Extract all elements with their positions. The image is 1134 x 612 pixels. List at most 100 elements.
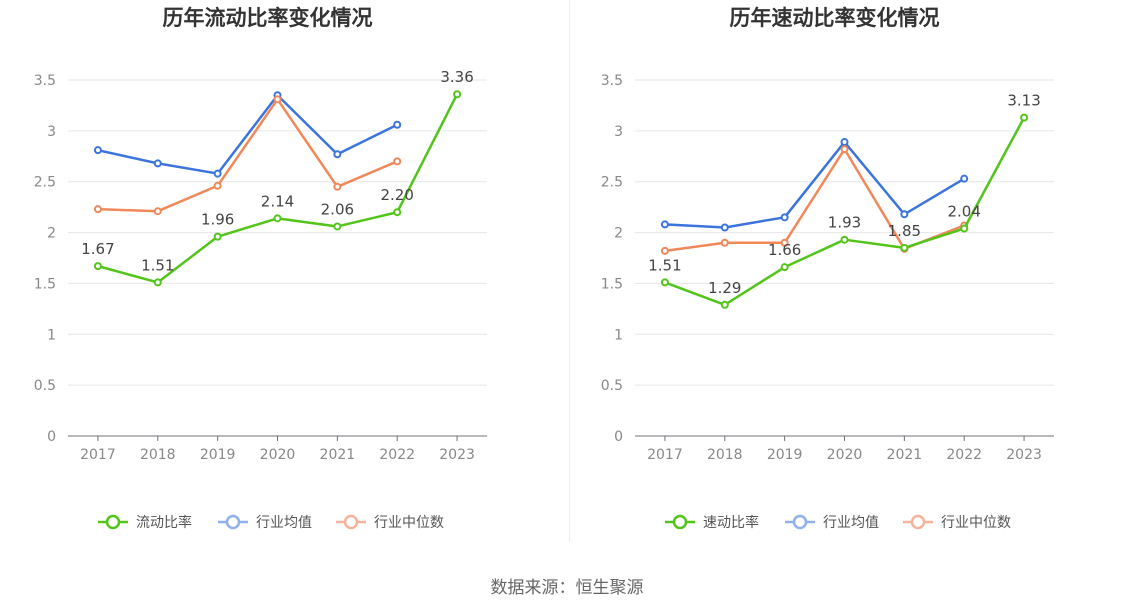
legend-item[interactable]: 速动比率 [665, 514, 759, 531]
y-tick-label: 2.5 [34, 175, 56, 191]
data-point [660, 220, 669, 229]
data-point [153, 159, 162, 168]
x-tick-label: 2020 [260, 447, 296, 463]
x-tick-label: 2019 [200, 447, 236, 463]
data-point [840, 138, 849, 147]
data-point [93, 146, 102, 155]
data-point [900, 210, 909, 219]
data-point [840, 145, 849, 154]
data-label: 2.20 [381, 186, 414, 204]
data-label: 1.66 [768, 241, 801, 259]
chart-title: 历年速动比率变化情况 [730, 6, 940, 30]
y-tick-label: 3.5 [601, 73, 623, 89]
data-label: 1.96 [201, 211, 234, 229]
y-tick-label: 1.5 [34, 276, 56, 292]
data-point [393, 120, 402, 129]
data-label: 1.51 [141, 256, 174, 274]
x-tick-label: 2022 [379, 447, 415, 463]
data-source-text: 数据来源：恒生聚源 [490, 578, 644, 598]
data-point [213, 169, 222, 178]
data-label: 2.14 [261, 192, 294, 210]
y-tick-label: 2 [47, 226, 56, 242]
data-point [93, 205, 102, 214]
legend-marker [910, 514, 926, 530]
legend-marker [792, 514, 808, 530]
chart-title: 历年流动比率变化情况 [163, 6, 373, 30]
x-tick-label: 2023 [439, 447, 475, 463]
data-point [153, 278, 162, 287]
data-label: 1.85 [888, 222, 921, 240]
current-ratio-chart-svg: 历年流动比率变化情况 0 0.5 1 1.5 2 2.5 3 3.5 2017 2018 2019 20… [34, 6, 487, 531]
data-point [273, 214, 282, 223]
data-point [960, 174, 969, 183]
legend-marker [343, 514, 359, 530]
data-point [93, 262, 102, 271]
legend-marker [225, 514, 241, 530]
legend-label: 速动比率 [703, 514, 759, 531]
y-tick-label: 0 [614, 429, 623, 445]
x-tick-label: 2021 [320, 447, 356, 463]
legend-label: 行业中位数 [374, 515, 444, 531]
y-tick-label: 1 [47, 327, 56, 343]
data-label: 3.36 [440, 68, 473, 86]
x-tick-label: 2021 [887, 447, 923, 463]
y-tick-label: 1.5 [601, 276, 623, 292]
series-line-industry-mean [97, 94, 398, 175]
legend-item[interactable]: 行业中位数 [903, 514, 1011, 531]
data-point [720, 300, 729, 309]
data-label: 1.93 [828, 214, 861, 232]
data-point [900, 243, 909, 252]
data-point [780, 213, 789, 222]
legend-item[interactable]: 行业均值 [785, 514, 879, 531]
legend-label: 行业均值 [256, 515, 312, 531]
x-tick-label: 2019 [767, 447, 803, 463]
y-tick-label: 3 [47, 124, 56, 140]
x-tick-label: 2022 [946, 447, 982, 463]
legend-marker [105, 514, 121, 530]
data-point [453, 90, 462, 99]
y-tick-label: 2.5 [601, 175, 623, 191]
data-label: 1.67 [81, 240, 114, 258]
data-label: 2.04 [948, 203, 981, 221]
legend-label: 流动比率 [136, 514, 192, 531]
y-tick-label: 0 [47, 429, 56, 445]
y-tick-label: 1 [614, 327, 623, 343]
data-point [660, 246, 669, 255]
data-point [720, 238, 729, 247]
data-label: 3.13 [1007, 92, 1040, 110]
data-point [660, 278, 669, 287]
y-tick-label: 0.5 [601, 378, 623, 394]
data-label: 1.51 [648, 256, 681, 274]
legend-item[interactable]: 流动比率 [98, 514, 192, 531]
y-tick-label: 3.5 [34, 73, 56, 89]
data-point [153, 207, 162, 216]
data-point [333, 182, 342, 191]
data-point [273, 95, 282, 104]
x-tick-label: 2017 [647, 447, 683, 463]
legend-label: 行业中位数 [941, 515, 1011, 531]
panel-divider [569, 0, 570, 542]
data-point [393, 208, 402, 217]
data-point [393, 157, 402, 166]
current-ratio-chart: 历年流动比率变化情况 0 0.5 1 1.5 2 2.5 3 3.5 2017 2018 2019 20… [0, 0, 567, 550]
data-point [213, 181, 222, 190]
x-tick-label: 2023 [1006, 447, 1042, 463]
quick-ratio-chart-svg: 历年速动比率变化情况 0 0.5 1 1.5 2 2.5 3 3.5 2017 2018 2019 20… [601, 6, 1054, 531]
data-point [780, 263, 789, 272]
data-label: 1.29 [708, 279, 741, 297]
legend-marker [672, 514, 688, 530]
data-point [333, 222, 342, 231]
x-tick-label: 2020 [827, 447, 863, 463]
data-point [213, 232, 222, 241]
data-point [333, 150, 342, 159]
legend-item[interactable]: 行业中位数 [336, 514, 444, 531]
series-line-industry-mean [664, 140, 965, 229]
data-label: 2.06 [321, 200, 354, 218]
y-tick-label: 2 [614, 226, 623, 242]
x-tick-label: 2018 [140, 447, 176, 463]
series-line-industry-median [97, 98, 398, 213]
data-point [960, 224, 969, 233]
legend-item[interactable]: 行业均值 [218, 514, 312, 531]
x-tick-label: 2018 [707, 447, 743, 463]
data-point [720, 223, 729, 232]
